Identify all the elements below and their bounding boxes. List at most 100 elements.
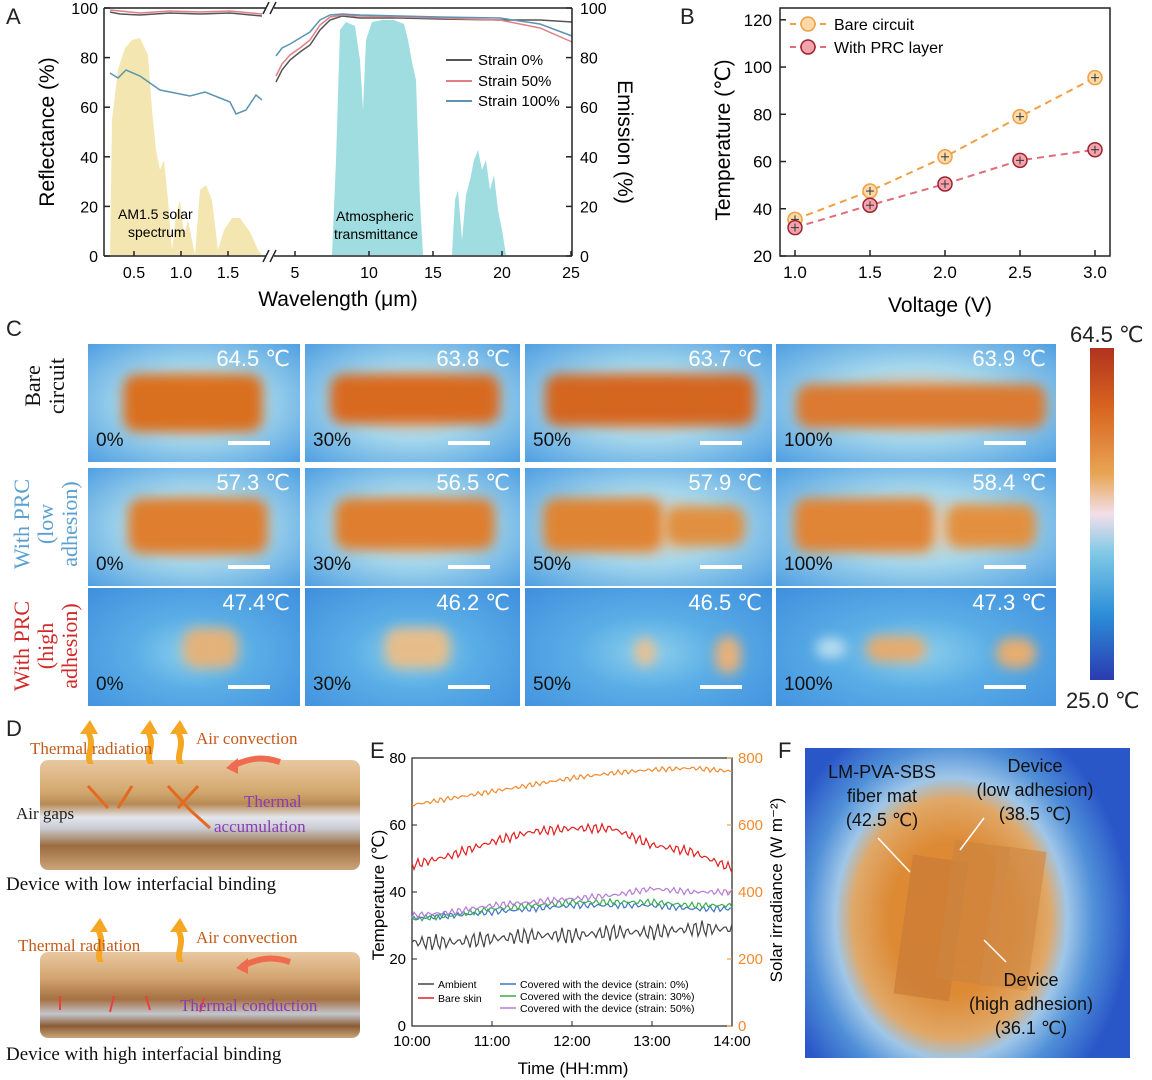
y-tick-label: 100	[744, 58, 772, 77]
right-y-tick-label: 40	[580, 150, 598, 167]
row-label-prc-low-adhesion: With PRC (low adhesion)	[9, 464, 82, 584]
conduction-arrow-4	[199, 997, 205, 1013]
thermal-image-r1-c2: 63.8 ℃ 30%	[305, 344, 520, 462]
thermal-image-r2-c1: 57.3 ℃ 0%	[88, 468, 300, 586]
thermal-image-r2-c4: 58.4 ℃ 100%	[776, 468, 1056, 586]
x-tick-label: 20	[493, 265, 511, 282]
legend-marker-bare-circuit	[800, 16, 816, 32]
y-tick-label: 20	[753, 247, 772, 266]
reflectance-line-strain-50-left	[109, 9, 263, 15]
d-bottom-air-convection: Air convection	[196, 928, 298, 947]
y-tick-label: 40	[389, 884, 406, 901]
panel-f-thermal-image	[805, 748, 1130, 1058]
colorbar-max-label: 64.5 ℃	[1070, 322, 1144, 347]
row-label-high-line2: (high	[33, 622, 58, 670]
label-device-high-line1: Device	[1003, 970, 1059, 990]
panel-e-left-y-label: Temperature (℃)	[369, 830, 388, 961]
thermal-radiation-arrow-2	[140, 720, 158, 764]
solar-annotation-line-2: spectrum	[128, 224, 186, 240]
thermal-conduction-arrows	[59, 995, 205, 1013]
panel-b-series	[787, 69, 1103, 236]
plot-frame	[779, 7, 1111, 257]
x-tick-label: 13:00	[633, 1033, 671, 1050]
scale-bar	[228, 565, 270, 569]
max-temp-label: 58.4 ℃	[972, 470, 1046, 495]
y-tick-label: 80	[753, 105, 772, 124]
solar-spectrum-area	[110, 38, 262, 255]
scale-bar	[700, 565, 742, 569]
hotspot	[866, 636, 926, 662]
panel-b-voltage-chart: 20 40 60 80 100 120 1.0 1.5 2.0 2.5 3.0 Bare circu…	[712, 7, 1111, 317]
hotspot	[715, 636, 741, 674]
right-y-tick-label: 80	[580, 51, 598, 68]
accumulation-arrow-4	[176, 784, 200, 810]
x-tick-label: 2.0	[933, 263, 957, 282]
label-fiber-mat-line3: (42.5 ℃)	[845, 810, 919, 830]
panel-label-e: E	[370, 738, 385, 763]
left-y-tick-label: 60	[80, 100, 98, 117]
thermal-image-r3-c3: 46.5 ℃ 50%	[525, 588, 772, 706]
y-tick-label: 40	[753, 200, 772, 219]
strain-label: 0%	[96, 430, 124, 451]
x-tick-label: 25	[562, 265, 580, 282]
scale-bar	[700, 685, 742, 689]
legend-label-5: Covered with the device (strain: 50%)	[520, 1003, 695, 1015]
panel-a-right-y-ticks: 0 20 40 60 80 100	[566, 1, 607, 266]
panel-b-axes: 20 40 60 80 100 120 1.0 1.5 2.0 2.5 3.0	[744, 7, 1111, 282]
panel-label-d: D	[6, 716, 22, 741]
right-y-tick-label: 60	[580, 100, 598, 117]
y-tick-label: 80	[389, 750, 406, 767]
strain-label: 0%	[96, 554, 124, 575]
strain-label: 100%	[784, 554, 833, 575]
y-tick-label: 60	[389, 817, 406, 834]
x-tick-label: 15	[424, 265, 442, 282]
panel-a-left-y-ticks: 0 20 40 60 80 100	[71, 1, 110, 266]
x-tick-label: 14:00	[713, 1033, 751, 1050]
legend-label-strain-100: Strain 100%	[478, 93, 560, 110]
thermal-image-r1-c3: 63.7 ℃ 50%	[525, 344, 772, 462]
hotspot	[335, 498, 495, 550]
d-top-air-convection: Air convection	[196, 729, 298, 748]
row-label-low-line3: adhesion)	[57, 481, 82, 567]
hotspot	[816, 638, 846, 658]
air-convection-arrow-1	[230, 755, 281, 769]
scale-bar	[228, 685, 270, 689]
panel-d-arrows	[59, 720, 291, 1013]
strain-label: 30%	[313, 554, 352, 575]
max-temp-label: 47.4℃	[222, 590, 290, 615]
panel-a-right-y-label: Emission (%)	[613, 80, 636, 204]
row-label-bare-line1: Bare	[20, 365, 45, 407]
high-binding-illustration	[40, 952, 360, 1038]
label-device-low: Device (low adhesion) (38.5 ℃)	[960, 754, 1110, 826]
d-top-accumulation-2: accumulation	[214, 817, 306, 836]
legend-label-bare-circuit: Bare circuit	[834, 17, 915, 34]
strain-label: 50%	[533, 430, 572, 451]
right-y-tick-label: 20	[580, 199, 598, 216]
right-y-tick-label: 100	[580, 1, 607, 18]
strain-label: 30%	[313, 674, 352, 695]
row-label-prc-high-adhesion: With PRC (high adhesion)	[9, 586, 82, 706]
series-line-3	[411, 900, 733, 921]
scale-bar	[448, 441, 490, 445]
x-tick-label: 1.0	[170, 265, 192, 282]
panel-label-c: C	[6, 316, 22, 341]
accumulation-arrow-1	[86, 784, 110, 810]
panel-b-legend: Bare circuit With PRC layer	[790, 16, 944, 57]
hotspot	[123, 374, 263, 432]
solar-annotation-line-1: AM1.5 solar	[118, 206, 193, 222]
max-temp-label: 63.7 ℃	[688, 346, 762, 371]
legend-marker-prc-layer	[800, 39, 816, 55]
hotspot	[183, 628, 238, 668]
thermal-radiation-arrow-1	[80, 720, 98, 764]
panel-label-a: A	[6, 4, 21, 29]
legend-label-4: Covered with the device (strain: 30%)	[520, 991, 695, 1003]
conduction-arrow-2	[109, 995, 115, 1013]
thermal-image-r1-c1: 64.5 ℃ 0%	[88, 344, 300, 462]
thermal-image-r3-c4: 47.3 ℃ 100%	[776, 588, 1056, 706]
series-line-1	[794, 76, 1096, 221]
left-y-tick-label: 20	[80, 199, 98, 216]
label-device-low-line2: (low adhesion)	[976, 780, 1094, 800]
left-y-tick-label: 0	[89, 249, 98, 266]
panel-e-legend: Ambient Bare skin Covered with the device …	[418, 979, 695, 1015]
